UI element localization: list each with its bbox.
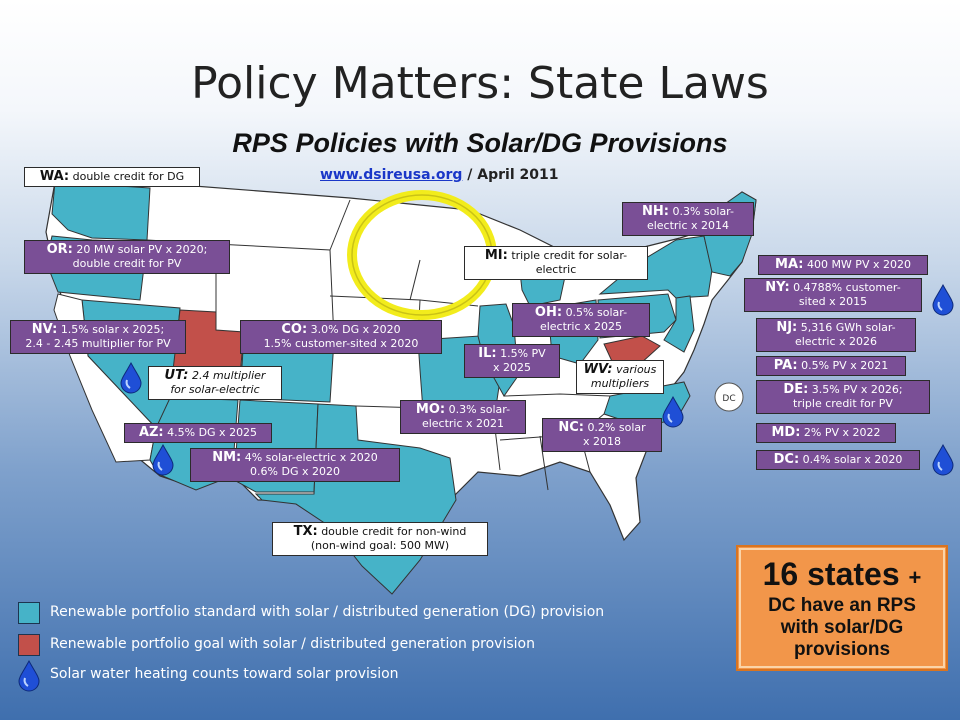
legend-swatch-standard xyxy=(18,602,40,624)
label-ny: NY: 0.4788% customer-sited x 2015 xyxy=(744,278,922,312)
label-ut: UT: 2.4 multiplier for solar-electric xyxy=(148,366,282,400)
label-de: DE: 3.5% PV x 2026; triple credit for PV xyxy=(756,380,930,414)
source-date: / April 2011 xyxy=(467,167,559,183)
label-nm: NM: 4% solar-electric x 2020 0.6% DG x 20… xyxy=(190,448,400,482)
summary-callout: 16 states + DC have an RPS with solar/DG… xyxy=(736,545,948,671)
label-co: CO: 3.0% DG x 2020 1.5% customer-sited x … xyxy=(240,320,442,354)
page-title: Policy Matters: State Laws xyxy=(191,58,769,109)
dc-marker-text: DC xyxy=(722,394,735,404)
label-nc: NC: 0.2% solar x 2018 xyxy=(542,418,662,452)
label-tx: TX: double credit for non-wind (non-wind … xyxy=(272,522,488,556)
callout-plus: + xyxy=(908,565,922,590)
legend-text-solar-water: Solar water heating counts toward solar … xyxy=(50,666,399,682)
label-wv: WV: various multipliers xyxy=(576,360,664,394)
legend-text-standard: Renewable portfolio standard with solar … xyxy=(50,604,605,620)
water-drop-icon xyxy=(932,444,954,476)
source-line: www.dsireusa.org / April 2011 xyxy=(320,167,558,183)
label-ma: MA: 400 MW PV x 2020 xyxy=(758,255,928,275)
callout-count: 16 states xyxy=(762,556,900,592)
label-nv: NV: 1.5% solar x 2025; 2.4 - 2.45 multipl… xyxy=(10,320,186,354)
label-mi: MI: triple credit for solar-electric xyxy=(464,246,648,280)
label-dc: DC: 0.4% solar x 2020 xyxy=(756,450,920,470)
label-nj: NJ: 5,316 GWh solar-electric x 2026 xyxy=(756,318,916,352)
water-drop-icon xyxy=(932,284,954,316)
label-md: MD: 2% PV x 2022 xyxy=(756,423,896,443)
state-washington xyxy=(51,181,151,241)
legend-text-goal: Renewable portfolio goal with solar / di… xyxy=(50,636,535,652)
label-or: OR: 20 MW solar PV x 2020; double credit … xyxy=(24,240,230,274)
label-il: IL: 1.5% PV x 2025 xyxy=(464,344,560,378)
state-mid-atlantic xyxy=(663,295,695,353)
legend-swatch-goal xyxy=(18,634,40,656)
callout-line3: with solar/DG xyxy=(780,617,904,638)
page-subtitle: RPS Policies with Solar/DG Provisions xyxy=(232,128,728,158)
callout-line4: provisions xyxy=(793,639,891,660)
dc-marker xyxy=(714,382,744,412)
label-pa: PA: 0.5% PV x 2021 xyxy=(756,356,906,376)
water-drop-icon xyxy=(18,660,40,692)
label-wa: WA: double credit for DG xyxy=(24,167,200,187)
label-oh: OH: 0.5% solar-electric x 2025 xyxy=(512,303,650,337)
label-mo: MO: 0.3% solar-electric x 2021 xyxy=(400,400,526,434)
label-nh: NH: 0.3% solar-electric x 2014 xyxy=(622,202,754,236)
callout-line2: DC have an RPS xyxy=(768,595,916,616)
source-link[interactable]: www.dsireusa.org xyxy=(320,167,463,183)
label-az: AZ: 4.5% DG x 2025 xyxy=(124,423,272,443)
